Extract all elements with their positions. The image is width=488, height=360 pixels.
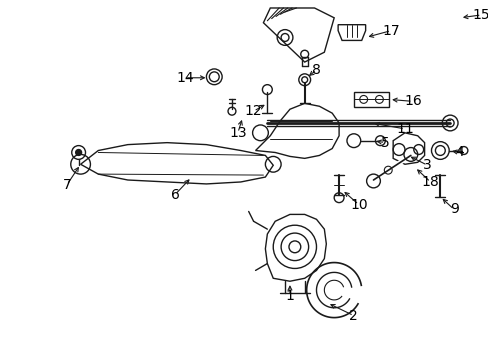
Polygon shape — [265, 215, 325, 281]
Text: 11: 11 — [395, 122, 413, 136]
Text: 17: 17 — [382, 24, 399, 37]
Polygon shape — [337, 25, 365, 40]
Text: 3: 3 — [422, 158, 431, 172]
Text: 1: 1 — [285, 289, 294, 303]
Text: 16: 16 — [403, 94, 421, 108]
Polygon shape — [392, 133, 424, 164]
Text: 12: 12 — [244, 104, 262, 118]
Circle shape — [301, 77, 307, 83]
Text: 13: 13 — [228, 126, 246, 140]
Polygon shape — [255, 103, 338, 158]
Text: 15: 15 — [472, 8, 488, 22]
Polygon shape — [81, 143, 273, 184]
Text: 8: 8 — [311, 63, 320, 77]
Text: 2: 2 — [349, 309, 358, 323]
Text: 5: 5 — [380, 136, 389, 150]
Text: 4: 4 — [455, 145, 464, 159]
FancyBboxPatch shape — [353, 91, 388, 107]
Text: 6: 6 — [170, 188, 179, 202]
Polygon shape — [263, 8, 333, 62]
Text: 9: 9 — [449, 202, 458, 216]
Circle shape — [76, 149, 81, 156]
Circle shape — [288, 241, 300, 253]
Text: 7: 7 — [62, 178, 71, 192]
Text: 18: 18 — [421, 175, 439, 189]
Text: 10: 10 — [349, 198, 367, 212]
Text: 14: 14 — [176, 71, 193, 85]
